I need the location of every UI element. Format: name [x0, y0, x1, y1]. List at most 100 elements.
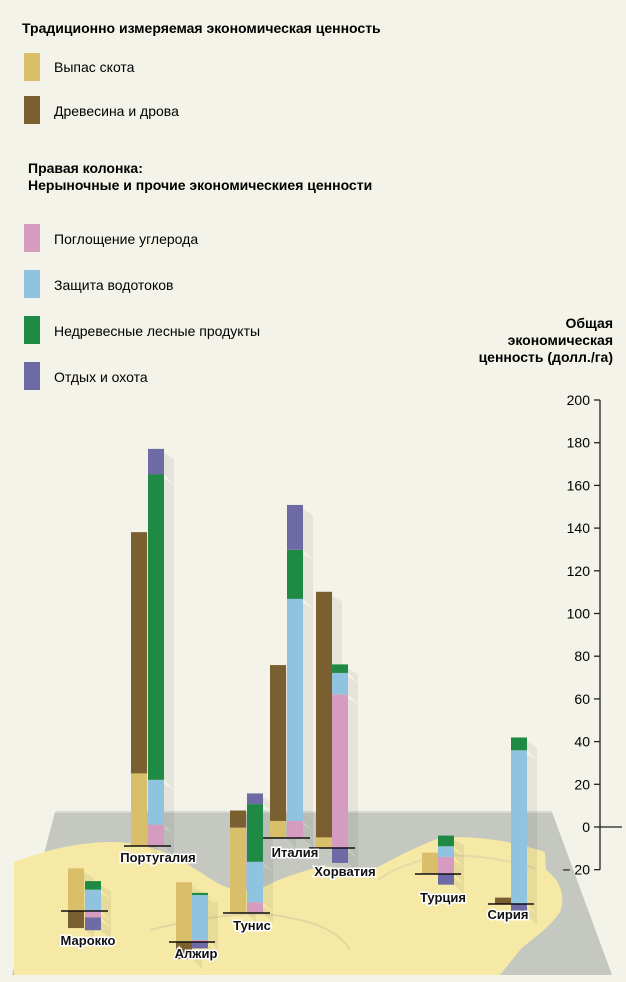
bar-shadow	[164, 828, 174, 856]
bar-shadow	[192, 946, 202, 970]
bar-nonmarket-отдых-и-охота	[247, 793, 263, 805]
y-tick-label: 160	[567, 477, 591, 493]
country-label: Марокко	[61, 933, 116, 948]
bar-shadow	[101, 885, 111, 900]
country-label: Италия	[272, 845, 319, 860]
bar-traditional-выпас-скота	[131, 773, 147, 846]
y-tick-label: 80	[574, 648, 590, 664]
bar-traditional-выпас-скота	[230, 827, 246, 913]
country-label: Тунис	[233, 918, 271, 933]
bar-shadow	[263, 865, 273, 913]
bar-traditional-древесина-и-дрова	[230, 810, 246, 828]
bar-nonmarket-поглощение-углерода	[192, 939, 208, 942]
bar-shadow	[303, 508, 313, 560]
y-tick-label: 200	[567, 392, 591, 408]
bar-shadow	[303, 602, 313, 831]
legend: Традиционно измеряемая экономическая цен…	[22, 20, 381, 390]
y-axis-title-line1: Общая	[566, 315, 613, 331]
bar-shadow	[263, 906, 273, 923]
bar-traditional-древесина-и-дрова	[270, 665, 286, 821]
legend-label-watershed: Защита водотоков	[54, 277, 173, 293]
bar-nonmarket-поглощение-углерода	[247, 902, 263, 913]
y-tick-label: 180	[567, 435, 591, 451]
y-tick-label: 140	[567, 520, 591, 536]
bar-nonmarket-поглощение-углерода	[332, 694, 348, 848]
bars	[61, 448, 537, 970]
legend-label-timber: Древесина и дрова	[54, 103, 179, 119]
bar-shadow	[101, 893, 111, 921]
bar-traditional-выпас-скота	[68, 868, 84, 911]
bar-nonmarket-отдых-и-охота	[192, 942, 208, 949]
country-label: Хорватия	[314, 864, 375, 879]
country-label: Португалия	[120, 850, 195, 865]
bar-shadow	[348, 698, 358, 858]
bar-shadow	[527, 754, 537, 914]
bar-nonmarket-недревесные-лесные-продукты	[85, 881, 101, 890]
bar-shadow	[164, 452, 174, 485]
legend-swatch-grazing	[24, 53, 40, 81]
country-label: Турция	[420, 890, 466, 905]
bar-shadow	[208, 946, 218, 959]
bar-shadow	[101, 921, 111, 941]
bar-nonmarket-поглощение-углерода	[438, 856, 454, 874]
bar-shadow	[348, 676, 358, 705]
traditional-title: Традиционно измеряемая экономическая цен…	[22, 20, 381, 36]
country-labels: Марокко Португалия Алжир Тунис Италия Хорвати…	[59, 844, 530, 963]
legend-swatch-recreation	[24, 362, 40, 390]
country-label: Алжир	[175, 946, 218, 961]
bar-nonmarket-недревесные-лесные-продукты	[148, 474, 164, 780]
legend-label-recreation: Отдых и охота	[54, 369, 148, 385]
bar-traditional-древесина-и-дрова	[176, 942, 192, 960]
bar-traditional-выпас-скота	[270, 820, 286, 838]
y-axis-title-line3: ценность (долл./га)	[479, 349, 613, 365]
bar-shadow	[303, 553, 313, 609]
bar-nonmarket-недревесные-лесные-продукты	[247, 804, 263, 862]
y-tick-label: 120	[567, 563, 591, 579]
bar-nonmarket-отдых-и-охота	[511, 904, 527, 915]
bar-shadow	[208, 899, 218, 950]
bar-nonmarket-отдых-и-охота	[287, 504, 303, 550]
bar-shadow	[303, 824, 313, 848]
right-column-title-line1: Правая колонка:	[28, 160, 143, 176]
bar-traditional-выпас-скота	[176, 882, 192, 942]
bar-traditional-древесина-и-дрова	[131, 532, 147, 774]
right-column-title-line2: Нерыночные и прочие экономическиея ценно…	[28, 177, 372, 193]
bar-shadow	[527, 741, 537, 761]
y-tick-label: 100	[567, 606, 591, 622]
legend-swatch-watershed	[24, 270, 40, 298]
bar-nonmarket-защита-водотоков	[192, 895, 208, 940]
bar-shadow	[454, 839, 464, 857]
y-tick-label: 0	[582, 819, 590, 835]
bar-traditional-выпас-скота	[422, 852, 438, 874]
bar-nonmarket-поглощение-углерода	[287, 820, 303, 838]
bar-traditional-древесина-и-дрова	[495, 897, 511, 904]
bar-nonmarket-отдых-и-охота	[85, 917, 101, 931]
bar-shadow	[348, 852, 358, 873]
bar-traditional-выпас-скота	[316, 837, 332, 848]
legend-swatch-carbon	[24, 224, 40, 252]
bar-traditional-древесина-и-дрова	[316, 591, 332, 838]
bar-nonmarket-недревесные-лесные-продукты	[332, 664, 348, 673]
bar-nonmarket-защита-водотоков	[287, 598, 303, 821]
y-axis-title-line2: экономическая	[508, 332, 613, 348]
bar-nonmarket-защита-водотоков	[148, 779, 164, 825]
bar-nonmarket-недревесные-лесные-продукты	[438, 835, 454, 847]
bar-traditional-древесина-и-дрова	[68, 911, 84, 929]
bar-shadow	[164, 783, 174, 835]
bar-shadow	[164, 478, 174, 790]
legend-swatch-timber	[24, 96, 40, 124]
bar-nonmarket-недревесные-лесные-продукты	[287, 549, 303, 599]
legend-swatch-nwfp	[24, 316, 40, 344]
bar-shadow	[527, 908, 537, 925]
legend-label-grazing: Выпас скота	[54, 59, 135, 75]
bar-nonmarket-недревесные-лесные-продукты	[511, 737, 527, 751]
bar-shadow	[348, 668, 358, 683]
bar-nonmarket-защита-водотоков	[332, 672, 348, 695]
country-label: Сирия	[488, 907, 529, 922]
bar-nonmarket-защита-водотоков	[438, 846, 454, 857]
bar-nonmarket-поглощение-углерода	[148, 824, 164, 846]
bar-shadow	[208, 942, 218, 952]
